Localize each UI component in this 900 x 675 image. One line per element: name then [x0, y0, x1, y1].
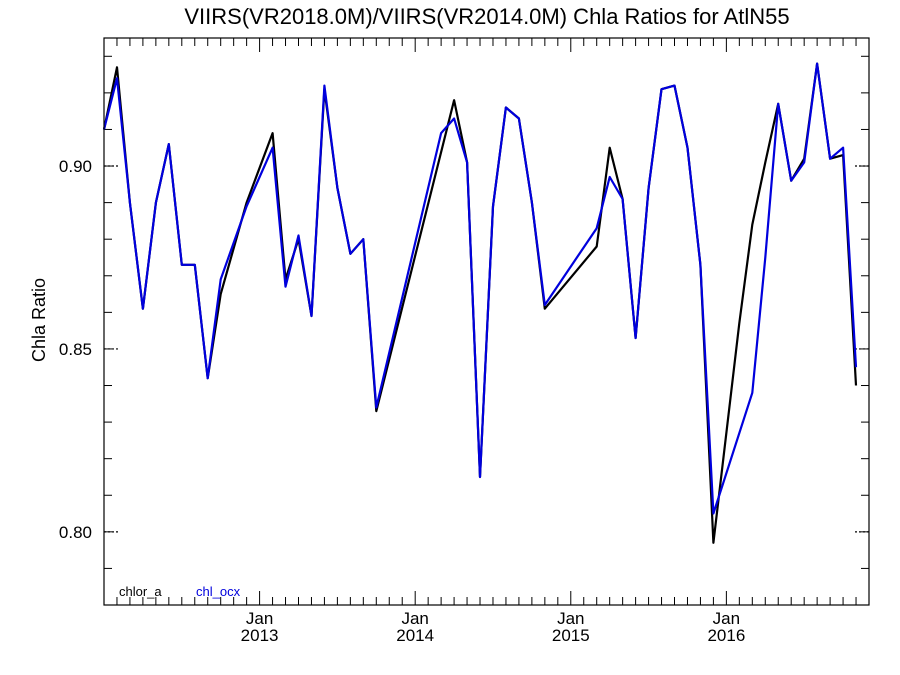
- x-tick-label-month: Jan: [713, 609, 740, 628]
- y-tick-label: 0.80: [59, 523, 92, 542]
- x-tick-label-year: 2015: [552, 626, 590, 645]
- legend: chlor_a chl_ocx: [119, 584, 241, 599]
- plot-frame: [103, 37, 870, 606]
- y-axis-label: Chla Ratio: [29, 278, 49, 362]
- x-tick-label-month: Jan: [557, 609, 584, 628]
- chart-title: VIIRS(VR2018.0M)/VIIRS(VR2014.0M) Chla R…: [184, 4, 789, 29]
- x-tick-label-month: Jan: [401, 609, 428, 628]
- x-tick-label-year: 2014: [396, 626, 434, 645]
- legend-item-chlor-a: chlor_a: [119, 584, 162, 599]
- y-tick-label: 0.90: [59, 157, 92, 176]
- x-tick-label-year: 2013: [241, 626, 279, 645]
- series-layer: [102, 62, 858, 544]
- x-tick-label-year: 2016: [707, 626, 745, 645]
- legend-item-chl-ocx: chl_ocx: [196, 584, 241, 599]
- x-tick-label-month: Jan: [246, 609, 273, 628]
- y-tick-label: 0.85: [59, 340, 92, 359]
- series-line-chl-ocx: [102, 62, 858, 515]
